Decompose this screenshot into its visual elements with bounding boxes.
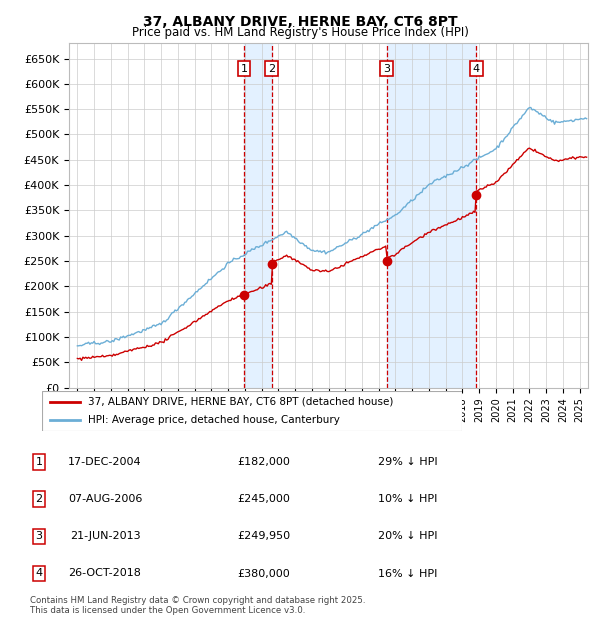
Text: 2: 2	[35, 494, 43, 504]
Text: 4: 4	[473, 64, 480, 74]
Text: 37, ALBANY DRIVE, HERNE BAY, CT6 8PT: 37, ALBANY DRIVE, HERNE BAY, CT6 8PT	[143, 16, 457, 30]
Text: 2: 2	[268, 64, 275, 74]
Text: 21-JUN-2013: 21-JUN-2013	[70, 531, 140, 541]
Text: 16% ↓ HPI: 16% ↓ HPI	[379, 569, 437, 578]
Text: £245,000: £245,000	[238, 494, 290, 504]
Bar	[386, 43, 476, 388]
Text: 26-OCT-2018: 26-OCT-2018	[68, 569, 142, 578]
Text: £380,000: £380,000	[238, 569, 290, 578]
Text: 1: 1	[241, 64, 248, 74]
Text: 17-DEC-2004: 17-DEC-2004	[68, 457, 142, 467]
Text: 1: 1	[35, 457, 43, 467]
Text: 4: 4	[35, 569, 43, 578]
FancyBboxPatch shape	[42, 391, 462, 431]
Text: 3: 3	[383, 64, 390, 74]
Bar	[244, 43, 272, 388]
Text: 07-AUG-2006: 07-AUG-2006	[68, 494, 142, 504]
Text: 20% ↓ HPI: 20% ↓ HPI	[378, 531, 438, 541]
Text: 37, ALBANY DRIVE, HERNE BAY, CT6 8PT (detached house): 37, ALBANY DRIVE, HERNE BAY, CT6 8PT (de…	[88, 397, 394, 407]
Text: 29% ↓ HPI: 29% ↓ HPI	[378, 457, 438, 467]
Text: Contains HM Land Registry data © Crown copyright and database right 2025.
This d: Contains HM Land Registry data © Crown c…	[30, 596, 365, 615]
Text: £182,000: £182,000	[238, 457, 290, 467]
Text: Price paid vs. HM Land Registry's House Price Index (HPI): Price paid vs. HM Land Registry's House …	[131, 26, 469, 39]
Text: 10% ↓ HPI: 10% ↓ HPI	[379, 494, 437, 504]
Text: £249,950: £249,950	[238, 531, 290, 541]
Text: 3: 3	[35, 531, 43, 541]
Text: HPI: Average price, detached house, Canterbury: HPI: Average price, detached house, Cant…	[88, 415, 340, 425]
